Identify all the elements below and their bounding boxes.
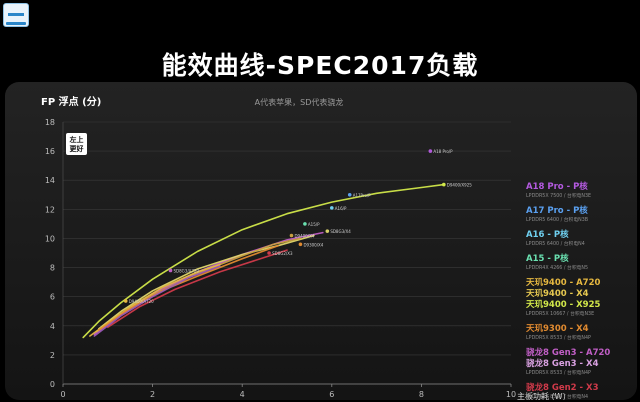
legend-item: 骁龙8 Gen3 - A720: [526, 348, 637, 359]
legend-item-name: 天玑9300 - X4: [526, 324, 589, 334]
chart-legend: A18 Pro - P核 LPDDR5X 7500 / 台积电N3E A17 Pro…: [526, 182, 637, 400]
chart-subtitle: A代表苹果，SD代表骁龙: [255, 97, 344, 107]
legend-item: 天玑9400 - A720: [526, 278, 637, 289]
y-tick-label: 18: [45, 118, 55, 127]
better-badge: [66, 133, 87, 155]
data-point-5: [325, 229, 330, 233]
data-point-6: [289, 233, 294, 238]
y-tick-label: 4: [50, 322, 55, 331]
series-line-7: [93, 265, 221, 337]
point-label-8: SD8G2/X3: [272, 251, 293, 256]
data-point-0: [428, 149, 433, 153]
y-tick-label: 6: [50, 293, 55, 302]
legend-item: 天玑9400 - X925 LPDDR5X 10667 / 台积电N3E: [526, 300, 637, 318]
series-line-5: [98, 244, 279, 331]
x-axis-label: 主板功耗 (W): [517, 391, 566, 400]
series-line-2: [98, 234, 315, 330]
data-point-10: [123, 299, 128, 303]
legend-item-memory: LPDDR5X 8533 / 台积电N4: [526, 395, 589, 400]
efficiency-chart: 0 2 4 6 8 10 12 14 16 18 0 2 4 6 8 10 FP 浮点 (分) 主板功耗 (W) A…: [41, 95, 566, 400]
data-point-9: [168, 268, 173, 273]
legend-item-memory: LPDDR5 6400 / 台积电N3B: [526, 218, 589, 223]
point-label-10: D9400/A720: [129, 299, 154, 304]
legend-item-name: 骁龙8 Gen3 - X4: [526, 359, 599, 369]
x-tick-label: 10: [506, 390, 516, 399]
y-tick-label: 2: [50, 351, 55, 360]
chart-panel: 0 2 4 6 8 10 12 14 16 18 0 2 4 6 8 10 FP 浮点 (分) 主板功耗 (W) A…: [5, 82, 637, 400]
legend-item-name: A18 Pro - P核: [526, 182, 588, 192]
legend-item-memory: LPDDR5X 8533 / 台积电N4P: [526, 336, 591, 341]
data-point-8: [267, 251, 271, 255]
y-axis-label: FP 浮点 (分): [41, 95, 101, 108]
point-label-6: D9400/X4: [294, 234, 314, 239]
site-logo: [3, 3, 29, 27]
legend-item: A17 Pro - P核 LPDDR5 6400 / 台积电N3B: [526, 206, 637, 224]
y-tick-label: 14: [45, 176, 55, 185]
legend-item-memory: LPDDR4X 4266 / 台积电N5: [526, 266, 589, 271]
point-label-4: D9400/X925: [447, 183, 472, 188]
series-line-0: [82, 183, 445, 339]
x-tick-label: 8: [419, 390, 424, 399]
better-badge-text: 左上: [69, 135, 84, 144]
series-line-1: [93, 231, 324, 336]
y-tick-label: 10: [45, 234, 55, 243]
y-tick-label: 8: [50, 264, 55, 273]
x-tick-label: 0: [60, 390, 65, 399]
y-tick-label: 12: [45, 205, 55, 214]
data-point-4: [442, 182, 446, 187]
x-tick-label: 4: [240, 390, 245, 399]
series-line-6: [107, 249, 288, 328]
legend-item-memory: LPDDR5X 7500 / 台积电N3E: [526, 194, 592, 199]
legend-item-name: 骁龙8 Gen2 - X3: [526, 383, 599, 393]
legend-item: 骁龙8 Gen3 - X4 LPDDR5X 8533 / 台积电N4P: [526, 359, 637, 377]
legend-item-name: A17 Pro - P核: [526, 206, 588, 216]
legend-item-memory: LPDDR5 6400 / 台积电N4: [526, 242, 585, 247]
data-point-1: [347, 192, 352, 197]
y-tick-label: 16: [45, 147, 55, 156]
legend-item: A16 - P核 LPDDR5 6400 / 台积电N4: [526, 230, 637, 248]
legend-item-name: 天玑9400 - X925: [526, 300, 601, 310]
better-badge-text: 更好: [70, 144, 84, 153]
legend-item-memory: LPDDR5X 8533 / 台积电N4P: [526, 371, 591, 376]
point-label-3: A15/P: [308, 222, 320, 227]
point-label-0: A18 Pro/P: [433, 149, 453, 154]
legend-item-name: 天玑9400 - A720: [526, 278, 601, 288]
point-label-9: SD8G3/A720: [174, 268, 200, 273]
legend-item: 天玑9300 - X4 LPDDR5X 8533 / 台积电N4P: [526, 324, 637, 342]
legend-item-name: A16 - P核: [526, 230, 569, 240]
point-label-5: SD8G3/X4: [330, 229, 351, 234]
x-tick-label: 6: [329, 390, 334, 399]
legend-item-name: 骁龙8 Gen3 - A720: [526, 348, 611, 358]
legend-item: 骁龙8 Gen2 - X3 LPDDR5X 8533 / 台积电N4: [526, 383, 637, 400]
point-label-1: A17Pro/P: [353, 193, 372, 198]
legend-item: 天玑9400 - X4: [526, 289, 637, 300]
data-point-7: [298, 242, 303, 247]
legend-item-name: A15 - P核: [526, 254, 569, 264]
data-point-3: [303, 222, 307, 226]
point-label-7: D9300/X4: [303, 242, 323, 247]
legend-item: A15 - P核 LPDDR4X 4266 / 台积电N5: [526, 254, 637, 272]
legend-item-name: 天玑9400 - X4: [526, 289, 589, 299]
data-point-2: [330, 206, 334, 210]
point-label-2: A16/P: [335, 206, 347, 211]
legend-item: A18 Pro - P核 LPDDR5X 7500 / 台积电N3E: [526, 182, 637, 200]
x-tick-label: 2: [150, 390, 155, 399]
legend-item-memory: LPDDR5X 10667 / 台积电N3E: [526, 312, 595, 317]
y-tick-label: 0: [50, 380, 55, 389]
page-title: 能效曲线-SPEC2017负载: [161, 51, 479, 80]
